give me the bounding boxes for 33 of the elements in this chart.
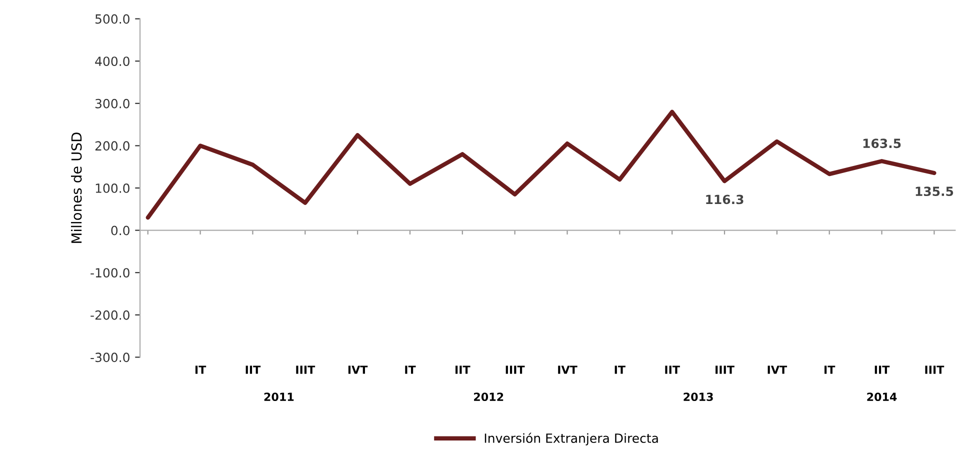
x-tick-label: IVT [558,366,578,374]
x-tick-label: IT [195,366,206,374]
y-tick-label: 500.0 [95,14,130,24]
y-tick-label: -200.0 [90,310,130,320]
x-tick-label: IIIT [296,366,316,374]
text: 2014 [867,392,897,402]
y-tick-label: 300.0 [95,98,130,108]
x-tick-label: IIIT [716,366,734,374]
x-tick-label: IT [614,366,626,374]
x-tick-label: IIIT [925,366,944,374]
x-tick-label: IIT [665,366,680,374]
text: 2011 [264,392,294,402]
y-tick-label: -300.0 [90,352,130,362]
y-tick-label: 100.0 [96,183,130,193]
y-tick-label: 200.0 [95,141,130,151]
y-axis-title: Millones de USD [71,132,82,243]
text: 2013 [684,392,713,402]
legend-label: Inversión Extranjera Directa [484,432,658,446]
x-tick-label: IIIT [506,366,525,374]
data-label: 163.5 [863,138,901,148]
text: 2012 [474,392,504,402]
y-tick-label: -100.0 [90,268,130,278]
x-tick-label: IT [405,366,416,374]
data-label: 135.5 [916,186,954,196]
x-tick-label: IIT [246,366,261,374]
x-tick-label: IVT [768,366,788,374]
x-tick-label: IIT [456,366,470,374]
x-tick-label: IVT [348,366,368,374]
y-tick-label: 0.0 [111,226,130,236]
y-tick-label: 400.0 [95,56,130,66]
data-label: 116.3 [706,194,744,204]
x-tick-label: IIT [874,366,890,374]
x-tick-label: IT [824,366,836,374]
